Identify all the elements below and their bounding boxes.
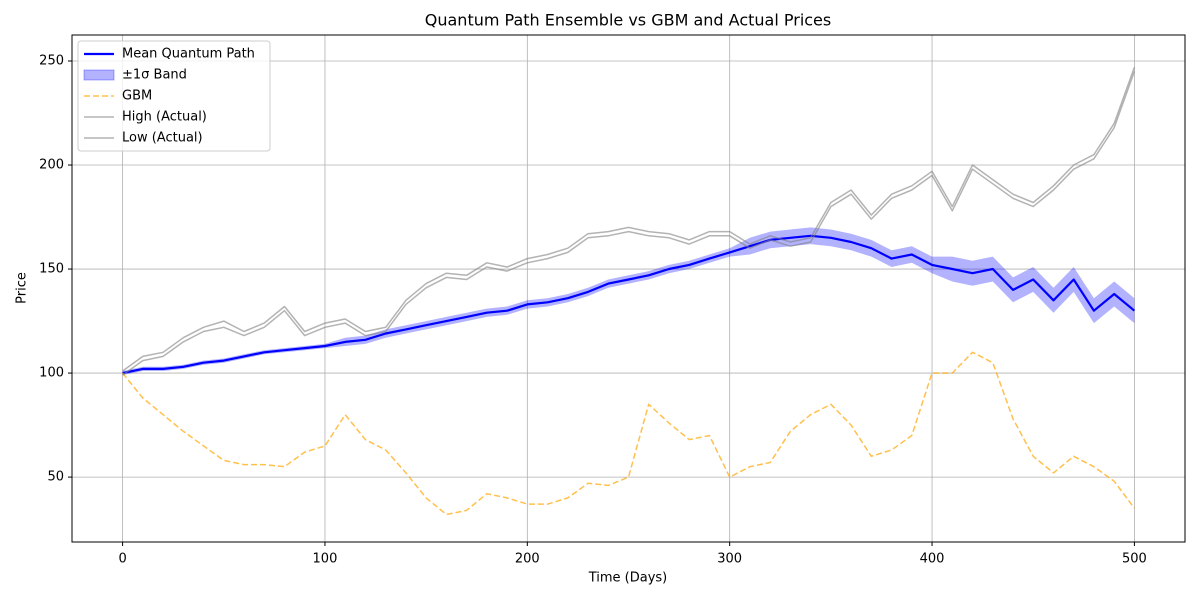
y-tick-label: 150 — [39, 262, 64, 277]
series-line — [122, 351, 1136, 516]
x-tick-label: 400 — [920, 552, 945, 567]
plot-frame — [71, 34, 1186, 543]
chart-title: Quantum Path Ensemble vs GBM and Actual … — [425, 11, 831, 30]
x-axis-label: Time (Days) — [588, 571, 668, 586]
legend-box — [77, 40, 271, 152]
legend-swatch — [83, 69, 115, 81]
legend-label: Low (Actual) — [122, 131, 203, 146]
legend-label: ±1σ Band — [122, 68, 187, 83]
legend-label: Mean Quantum Path — [122, 47, 255, 62]
band — [122, 227, 1135, 376]
x-tick-label: 500 — [1122, 552, 1147, 567]
series-line — [122, 66, 1136, 372]
x-tick-label: 0 — [118, 552, 126, 567]
y-axis-label: Price — [15, 272, 30, 304]
legend-label: High (Actual) — [122, 110, 207, 125]
series-line — [122, 71, 1136, 376]
y-tick-label: 100 — [39, 366, 64, 381]
legend: Mean Quantum Path ±1σ Band GBM High (Actual… — [77, 40, 271, 152]
x-tick-label: 100 — [313, 552, 338, 567]
y-tick-label: 50 — [47, 470, 64, 485]
y-tick-label: 200 — [39, 158, 64, 173]
x-tick-label: 300 — [717, 552, 742, 567]
x-tick-label: 200 — [515, 552, 540, 567]
y-tick-label: 250 — [39, 54, 64, 69]
legend-label: GBM — [122, 89, 152, 104]
series-line — [122, 234, 1136, 375]
